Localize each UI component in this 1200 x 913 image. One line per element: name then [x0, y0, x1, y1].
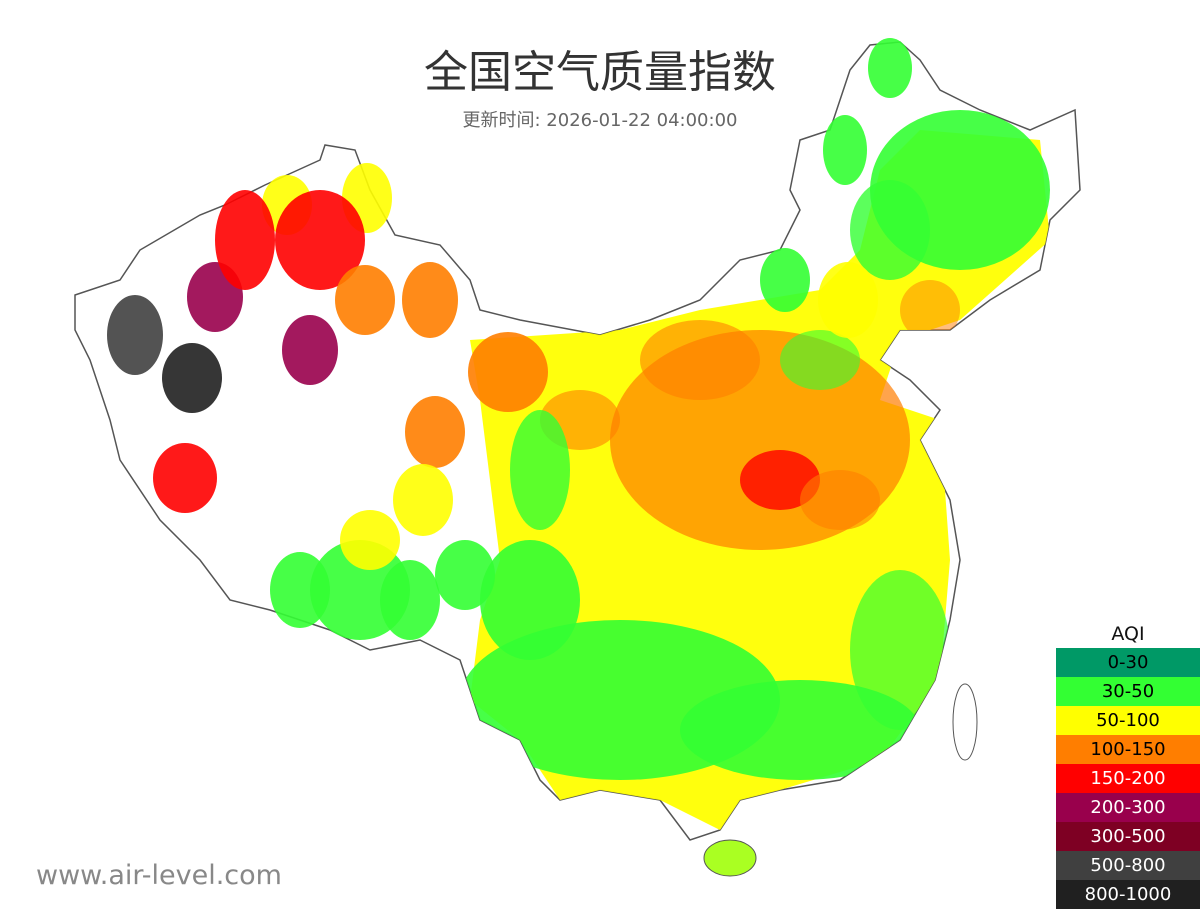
- aqi-blob: [780, 330, 860, 390]
- legend-item: 500-800: [1056, 851, 1200, 880]
- aqi-blob: [850, 570, 950, 730]
- taiwan-island: [952, 683, 978, 761]
- aqi-blob: [868, 38, 912, 98]
- aqi-blob: [480, 540, 580, 660]
- aqi-blob: [107, 295, 163, 375]
- hainan-island: [703, 839, 757, 877]
- aqi-blobs: [107, 38, 912, 640]
- aqi-blob: [680, 680, 920, 780]
- legend-item: 800-1000: [1056, 880, 1200, 909]
- legend-title: AQI: [1111, 623, 1145, 645]
- aqi-blob: [850, 180, 930, 280]
- aqi-blob: [468, 332, 548, 412]
- legend-item: 200-300: [1056, 793, 1200, 822]
- aqi-blob: [340, 510, 400, 570]
- aqi-blob: [215, 190, 275, 290]
- aqi-blob: [405, 396, 465, 468]
- aqi-blob: [818, 262, 878, 338]
- legend-item: 150-200: [1056, 764, 1200, 793]
- page-title: 全国空气质量指数: [424, 47, 776, 98]
- aqi-blob: [640, 320, 760, 400]
- aqi-blob: [510, 410, 570, 530]
- aqi-heat-region: [460, 110, 1050, 830]
- aqi-blob: [380, 560, 440, 640]
- aqi-blob: [335, 265, 395, 335]
- legend-item: 50-100: [1056, 706, 1200, 735]
- legend-item: 100-150: [1056, 735, 1200, 764]
- update-time: 更新时间: 2026-01-22 04:00:00: [462, 110, 738, 131]
- aqi-blob: [153, 443, 217, 513]
- aqi-blob: [162, 343, 222, 413]
- aqi-blob: [282, 315, 338, 385]
- legend-item: 0-30: [1056, 648, 1200, 677]
- aqi-blob: [275, 190, 365, 290]
- aqi-blob: [800, 470, 880, 530]
- aqi-blob: [760, 248, 810, 312]
- aqi-blob: [740, 450, 820, 510]
- aqi-blob: [823, 115, 867, 185]
- aqi-blob: [435, 540, 495, 610]
- legend-item: 300-500: [1056, 822, 1200, 851]
- watermark: www.air-level.com: [36, 860, 282, 891]
- aqi-blob: [900, 280, 960, 340]
- aqi-legend: AQI 0-30 30-50 50-100 100-150 150-200 200-300…: [1056, 620, 1200, 909]
- legend-item: 30-50: [1056, 677, 1200, 706]
- aqi-blob: [393, 464, 453, 536]
- aqi-blob: [402, 262, 458, 338]
